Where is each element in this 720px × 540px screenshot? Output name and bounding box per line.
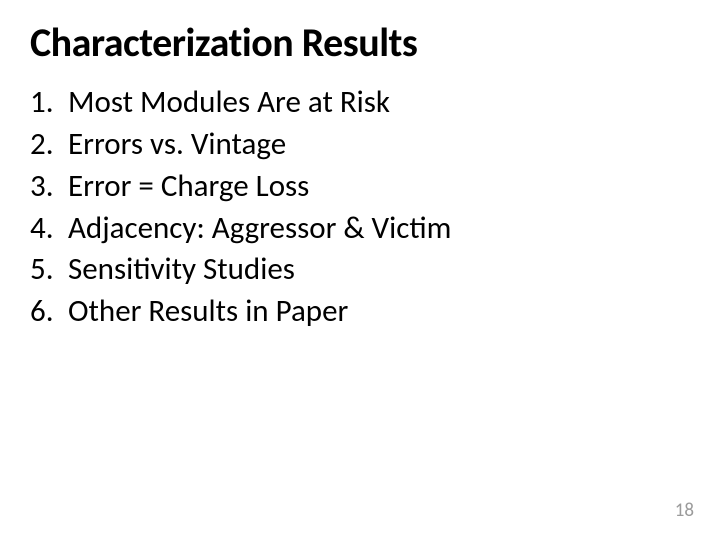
list-text: Other Results in Paper [68,291,348,333]
list-item: 1. Most Modules Are at Risk [30,82,690,124]
list-text: Errors vs. Vintage [68,124,286,166]
list-text: Sensitivity Studies [68,249,295,291]
list-number: 3. [30,166,68,208]
list-item: 3. Error = Charge Loss [30,166,690,208]
list-text: Most Modules Are at Risk [68,82,390,124]
list-item: 6. Other Results in Paper [30,291,690,333]
list-number: 6. [30,291,68,333]
slide: Characterization Results 1. Most Modules… [0,0,720,540]
list-number: 4. [30,208,68,250]
slide-title: Characterization Results [30,22,690,64]
list-text: Error = Charge Loss [68,166,309,208]
outline-list: 1. Most Modules Are at Risk 2. Errors vs… [30,82,690,333]
list-item: 2. Errors vs. Vintage [30,124,690,166]
page-number: 18 [675,499,694,522]
list-item: 5. Sensitivity Studies [30,249,690,291]
list-item: 4. Adjacency: Aggressor & Victim [30,208,690,250]
list-number: 5. [30,249,68,291]
list-text: Adjacency: Aggressor & Victim [68,208,451,250]
list-number: 2. [30,124,68,166]
list-number: 1. [30,82,68,124]
